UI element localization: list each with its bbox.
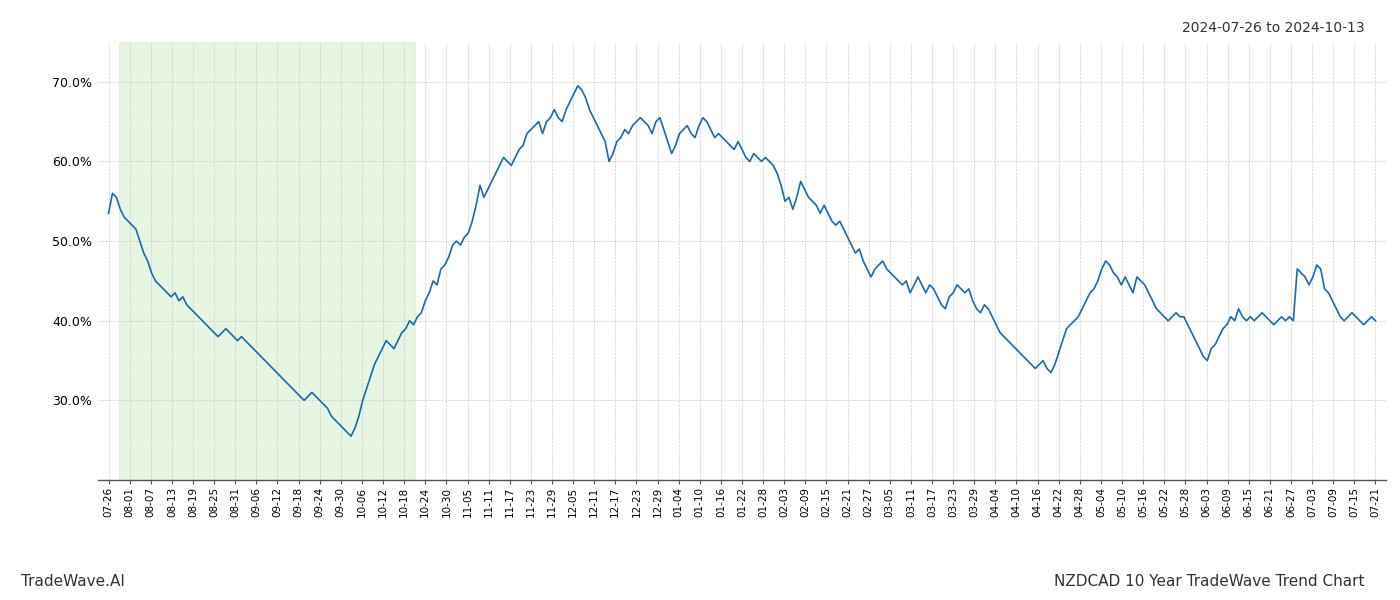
- Text: TradeWave.AI: TradeWave.AI: [21, 574, 125, 589]
- Text: NZDCAD 10 Year TradeWave Trend Chart: NZDCAD 10 Year TradeWave Trend Chart: [1054, 574, 1365, 589]
- Text: 2024-07-26 to 2024-10-13: 2024-07-26 to 2024-10-13: [1183, 21, 1365, 35]
- Bar: [119, 42, 414, 480]
